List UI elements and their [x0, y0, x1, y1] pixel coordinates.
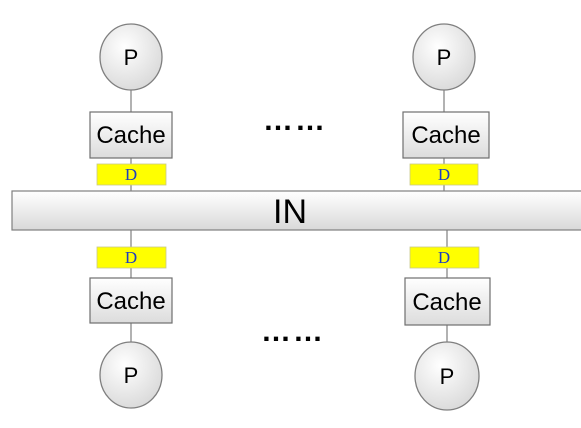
interconnect-bar [11, 190, 581, 231]
cache-bottom-left [89, 277, 173, 324]
cache-label: Cache [96, 122, 165, 149]
bottom-left-node: D Cache P [89, 246, 173, 409]
top-left-node: P Cache D [89, 23, 173, 186]
directory-label: D [438, 248, 450, 267]
cache-top-right [402, 111, 490, 159]
directory-label: D [438, 165, 450, 184]
bottom-right-node: D Cache P [404, 246, 491, 411]
processor-top-left [99, 23, 163, 91]
processor-label: P [437, 45, 452, 70]
ellipsis-bottom: …… [261, 315, 325, 348]
processor-label: P [440, 364, 455, 389]
directory-label: D [125, 248, 137, 267]
interconnect-label: IN [273, 193, 307, 231]
processor-bottom-right [414, 341, 480, 411]
ellipsis-top: …… [263, 104, 327, 137]
cache-top-left [89, 111, 173, 159]
cache-bottom-right [404, 277, 491, 326]
directory-bottom-left [96, 246, 167, 269]
directory-label: D [125, 165, 137, 184]
processor-top-right [412, 23, 476, 91]
cache-label: Cache [412, 289, 481, 316]
top-right-node: P Cache D [402, 23, 490, 186]
cache-label: Cache [411, 122, 480, 149]
processor-bottom-left [99, 341, 163, 409]
directory-top-left [96, 163, 167, 186]
processor-label: P [124, 363, 139, 388]
directory-top-right [409, 163, 479, 186]
cache-label: Cache [96, 288, 165, 315]
directory-bottom-right [409, 246, 480, 269]
interconnect: IN [11, 190, 581, 231]
processor-label: P [124, 45, 139, 70]
